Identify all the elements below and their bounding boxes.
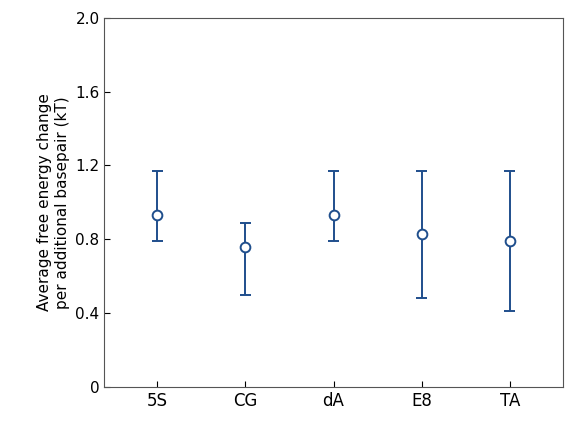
Y-axis label: Average free energy change
per additional basepair (kT): Average free energy change per additiona… [37,93,70,312]
